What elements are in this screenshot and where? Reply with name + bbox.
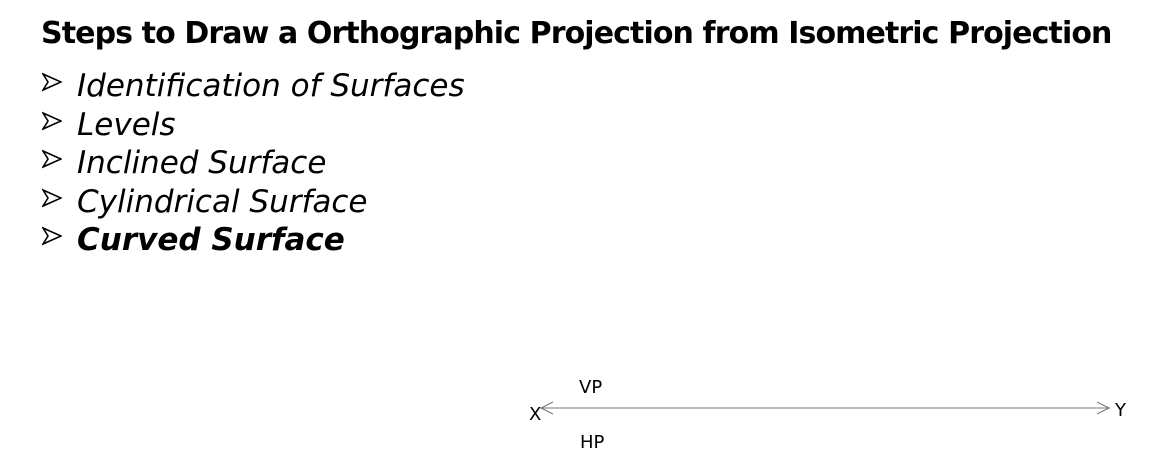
arrowhead-bullet-icon [42, 67, 77, 92]
step-label: Identification of Surfaces [77, 68, 465, 104]
left-arrowhead-icon [539, 401, 554, 415]
right-arrowhead-icon [1096, 401, 1111, 415]
step-cylindrical-surface: Cylindrical Surface [42, 183, 465, 222]
arrowhead-bullet-icon [42, 144, 77, 169]
arrowhead-bullet-icon [42, 106, 77, 131]
step-curved-surface: Curved Surface [42, 221, 465, 260]
step-levels: Levels [42, 106, 465, 145]
step-label: Curved Surface [77, 222, 345, 258]
y-label: Y [1114, 400, 1127, 421]
step-inclined-surface: Inclined Surface [42, 144, 465, 183]
xy-reference-line-diagram: X Y VP HP [529, 377, 1127, 453]
steps-list: Identification of Surfaces Levels Inclin… [42, 67, 465, 260]
arrowhead-bullet-icon [42, 221, 77, 246]
arrowhead-bullet-icon [42, 183, 77, 208]
x-label: X [529, 404, 541, 425]
hp-label: HP [580, 432, 605, 453]
vp-label: VP [579, 377, 602, 398]
step-label: Cylindrical Surface [77, 183, 368, 220]
step-label: Inclined Surface [77, 145, 327, 181]
step-identification-of-surfaces: Identification of Surfaces [42, 67, 465, 106]
slide-title: Steps to Draw a Orthographic Projection … [41, 16, 1112, 51]
step-label: Levels [77, 106, 176, 143]
